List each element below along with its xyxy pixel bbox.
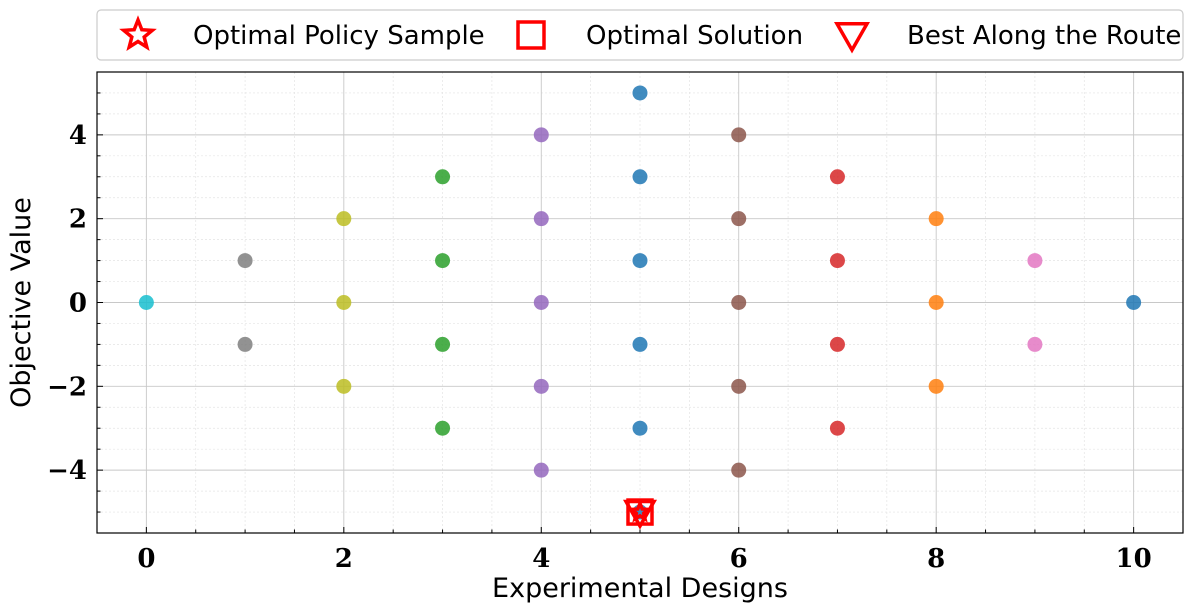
data-point bbox=[829, 420, 845, 436]
y-tick-label: 0 bbox=[69, 289, 87, 319]
data-point bbox=[435, 420, 451, 436]
x-tick-label: 0 bbox=[137, 544, 155, 574]
legend-item: Optimal Policy Sample bbox=[119, 15, 485, 52]
x-axis-title: Experimental Designs bbox=[492, 573, 788, 604]
data-point bbox=[237, 336, 253, 352]
legend-label: Optimal Solution bbox=[586, 21, 803, 51]
data-point bbox=[435, 253, 451, 269]
best-along-route-marker bbox=[622, 499, 658, 530]
data-point bbox=[336, 378, 352, 394]
data-point bbox=[632, 85, 648, 101]
data-point bbox=[829, 253, 845, 269]
y-axis-title: Objective Value bbox=[6, 197, 37, 408]
star-icon bbox=[119, 15, 157, 52]
data-point bbox=[829, 336, 845, 352]
data-point bbox=[928, 378, 944, 394]
data-point bbox=[928, 211, 944, 227]
x-tick-label: 4 bbox=[532, 544, 550, 574]
data-point bbox=[731, 211, 747, 227]
data-point bbox=[731, 127, 747, 143]
data-point bbox=[533, 211, 549, 227]
x-tick-label: 6 bbox=[730, 544, 748, 574]
data-point bbox=[237, 253, 253, 269]
legend: Optimal Policy Sample Optimal Solution Bes… bbox=[96, 9, 1184, 61]
data-point bbox=[533, 378, 549, 394]
y-tick-labels: −4 −2 0 2 4 bbox=[47, 121, 87, 486]
data-point bbox=[336, 295, 352, 310]
data-point bbox=[829, 169, 845, 185]
data-point bbox=[632, 169, 648, 185]
x-tick-label: 10 bbox=[1116, 544, 1152, 574]
legend-item: Optimal Solution bbox=[516, 20, 803, 51]
legend-box bbox=[96, 9, 1184, 61]
data-point bbox=[1027, 253, 1043, 269]
data-point bbox=[1126, 295, 1142, 310]
legend-label: Optimal Policy Sample bbox=[193, 21, 485, 51]
data-point bbox=[731, 462, 747, 478]
legend-label: Best Along the Route bbox=[907, 21, 1181, 51]
data-point bbox=[632, 253, 648, 269]
data-point bbox=[533, 462, 549, 478]
data-point bbox=[928, 295, 944, 310]
axis-ticks bbox=[96, 71, 1184, 534]
y-tick-label: −4 bbox=[47, 456, 87, 486]
optimal-policy-sample-marker bbox=[627, 498, 653, 523]
highlight-markers bbox=[622, 498, 658, 530]
data-point bbox=[632, 336, 648, 352]
data-point bbox=[533, 295, 549, 310]
data-point bbox=[435, 336, 451, 352]
x-tick-labels: 0 2 4 6 8 10 bbox=[137, 544, 1151, 574]
x-tick-label: 8 bbox=[927, 544, 945, 574]
x-tick-label: 2 bbox=[335, 544, 353, 574]
data-point bbox=[435, 169, 451, 185]
data-point bbox=[533, 127, 549, 143]
square-icon bbox=[516, 20, 546, 50]
data-point bbox=[138, 295, 154, 310]
data-point bbox=[632, 420, 648, 436]
data-point bbox=[336, 211, 352, 227]
data-point bbox=[731, 378, 747, 394]
legend-item: Best Along the Route bbox=[833, 21, 1181, 54]
y-tick-label: −2 bbox=[47, 372, 87, 402]
data-points bbox=[138, 85, 1142, 520]
data-point bbox=[731, 295, 747, 310]
triangle-down-icon bbox=[833, 22, 871, 54]
y-tick-label: 4 bbox=[69, 121, 87, 151]
data-point bbox=[1027, 336, 1043, 352]
y-tick-label: 2 bbox=[69, 205, 87, 235]
